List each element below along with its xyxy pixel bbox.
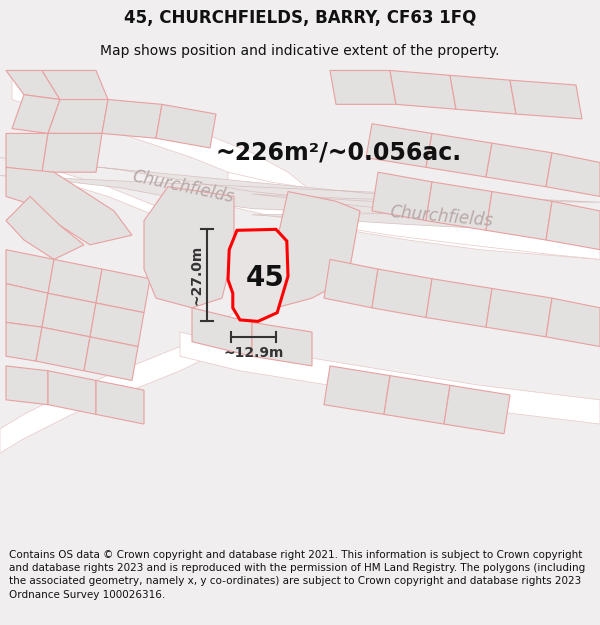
Polygon shape: [48, 99, 108, 133]
Polygon shape: [42, 293, 96, 337]
Polygon shape: [252, 191, 360, 308]
Polygon shape: [12, 94, 60, 133]
Polygon shape: [42, 133, 102, 172]
Polygon shape: [372, 172, 432, 221]
Text: 45, CHURCHFIELDS, BARRY, CF63 1FQ: 45, CHURCHFIELDS, BARRY, CF63 1FQ: [124, 9, 476, 28]
Polygon shape: [546, 201, 600, 249]
Polygon shape: [324, 366, 390, 414]
Text: Contains OS data © Crown copyright and database right 2021. This information is : Contains OS data © Crown copyright and d…: [9, 550, 585, 599]
Polygon shape: [36, 328, 90, 371]
Polygon shape: [510, 80, 582, 119]
Polygon shape: [96, 381, 144, 424]
Polygon shape: [228, 229, 288, 321]
Polygon shape: [384, 376, 450, 424]
Polygon shape: [486, 289, 552, 337]
Polygon shape: [372, 269, 432, 318]
Polygon shape: [450, 75, 516, 114]
Polygon shape: [252, 194, 600, 232]
Polygon shape: [0, 158, 600, 216]
Text: Churchfields: Churchfields: [130, 167, 236, 206]
Polygon shape: [84, 337, 138, 381]
Polygon shape: [144, 187, 234, 308]
Polygon shape: [426, 133, 492, 177]
Polygon shape: [366, 124, 432, 168]
Polygon shape: [426, 279, 492, 328]
Polygon shape: [546, 152, 600, 196]
Polygon shape: [252, 322, 312, 366]
Polygon shape: [192, 308, 252, 356]
Polygon shape: [0, 162, 252, 453]
Polygon shape: [6, 366, 48, 405]
Polygon shape: [90, 303, 144, 346]
Polygon shape: [6, 71, 60, 99]
Polygon shape: [6, 284, 48, 328]
Polygon shape: [390, 71, 456, 109]
Polygon shape: [156, 104, 216, 148]
Polygon shape: [444, 385, 510, 434]
Polygon shape: [330, 71, 396, 104]
Text: Map shows position and indicative extent of the property.: Map shows position and indicative extent…: [100, 44, 500, 58]
Text: ~12.9m: ~12.9m: [223, 346, 284, 360]
Polygon shape: [48, 259, 102, 303]
Text: ~226m²/~0.056ac.: ~226m²/~0.056ac.: [216, 141, 462, 165]
Polygon shape: [6, 196, 84, 259]
Polygon shape: [48, 371, 96, 414]
Text: ~27.0m: ~27.0m: [189, 245, 203, 306]
Polygon shape: [324, 259, 378, 308]
Polygon shape: [486, 143, 552, 187]
Polygon shape: [6, 249, 54, 293]
Polygon shape: [102, 99, 162, 138]
Polygon shape: [42, 71, 108, 99]
Polygon shape: [486, 191, 552, 240]
Polygon shape: [180, 332, 600, 424]
Polygon shape: [12, 71, 600, 259]
Polygon shape: [96, 269, 150, 312]
Text: Churchfields: Churchfields: [389, 203, 493, 230]
Polygon shape: [6, 168, 132, 245]
Polygon shape: [6, 133, 48, 172]
Polygon shape: [426, 182, 492, 230]
Polygon shape: [228, 172, 600, 259]
Text: 45: 45: [246, 264, 284, 292]
Polygon shape: [546, 298, 600, 346]
Polygon shape: [6, 322, 42, 361]
